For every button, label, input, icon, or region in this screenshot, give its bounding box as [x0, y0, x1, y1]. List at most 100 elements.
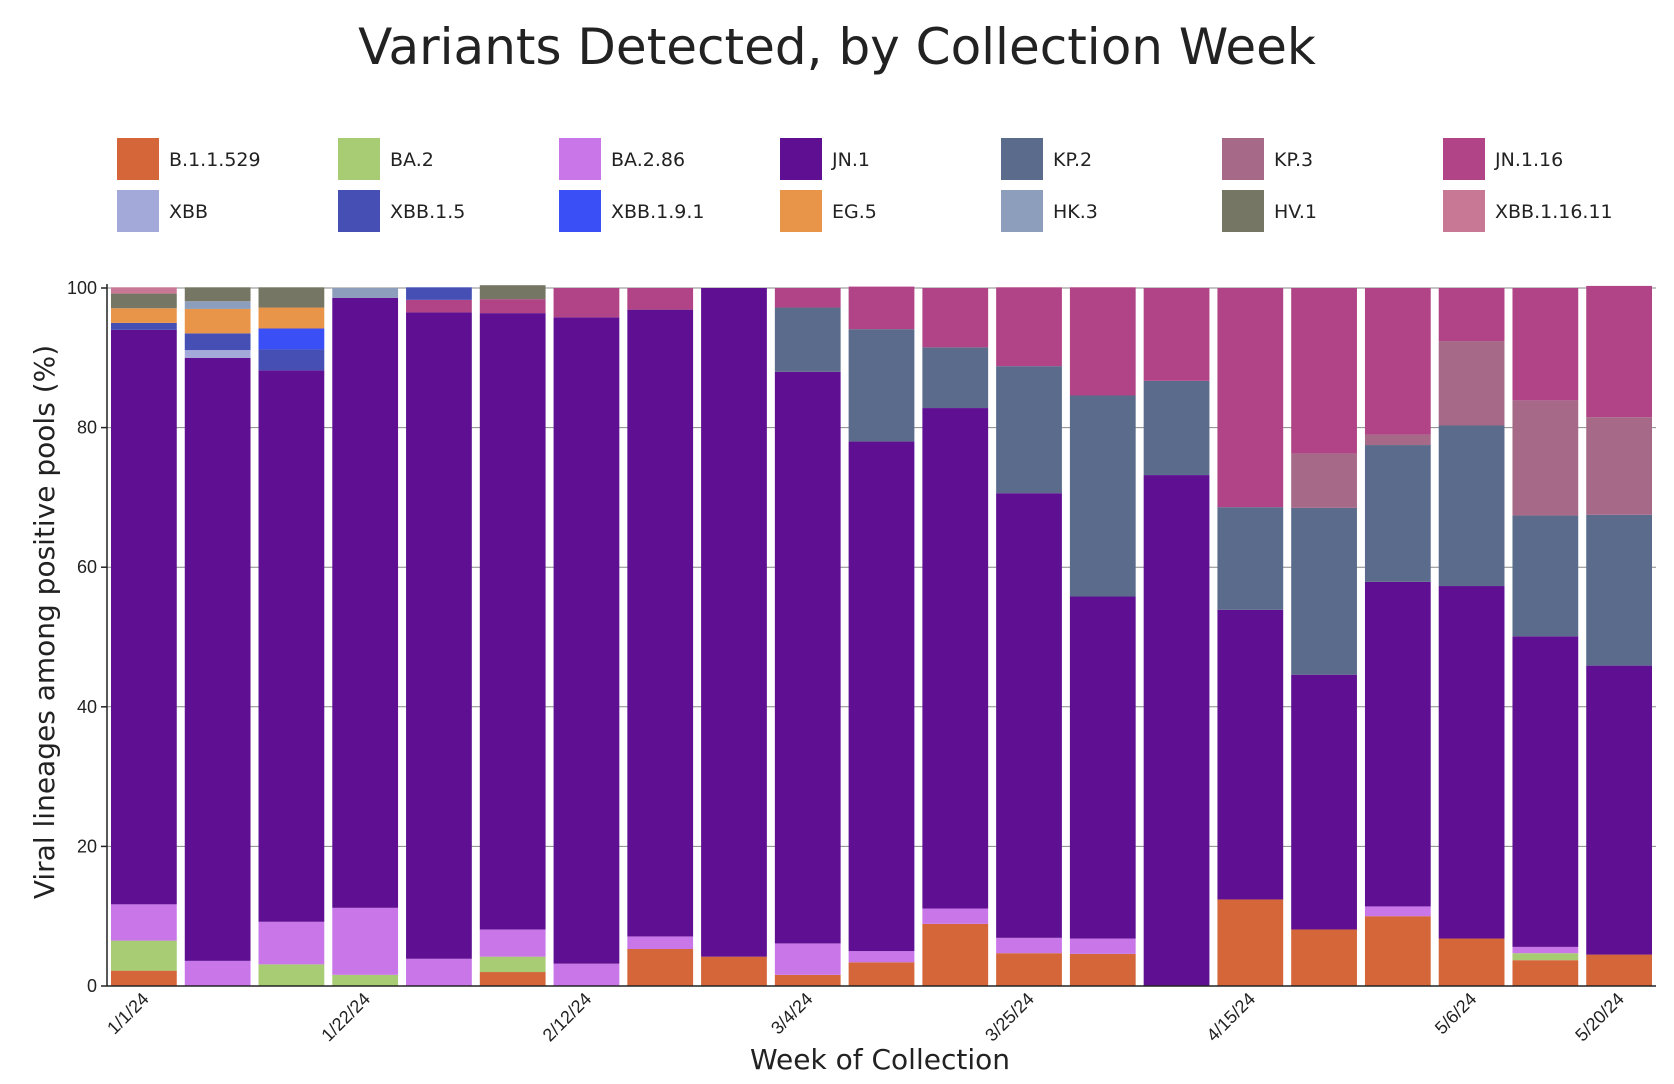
- legend-label: HV.1: [1274, 201, 1317, 223]
- x-tick-label: 3/25/24: [981, 989, 1038, 1046]
- y-axis-title: Viral lineages among positive pools (%): [28, 345, 61, 899]
- chart-title: Variants Detected, by Collection Week: [358, 18, 1316, 76]
- x-tick-labels: 1/1/24 1/22/24 2/12/24 3/4/24 3/25/24 4/15/24…: [103, 989, 1628, 1046]
- bar-segment: [184, 287, 251, 302]
- bar-segment: [1291, 453, 1357, 508]
- legend-label: HK.3: [1053, 201, 1098, 223]
- bar-segment: [184, 350, 251, 358]
- bar-segment: [1586, 954, 1652, 986]
- x-tick-label: 5/6/24: [1431, 989, 1481, 1039]
- bar-segment: [922, 908, 989, 924]
- bar-stack: [1143, 288, 1210, 986]
- bar-segment: [1586, 514, 1652, 666]
- bar-segment: [1586, 417, 1652, 515]
- legend-swatch: [117, 190, 159, 232]
- legend-label: KP.3: [1274, 149, 1313, 171]
- bar-segment: [1438, 586, 1505, 939]
- legend-swatch: [1222, 190, 1264, 232]
- bar-segment: [1512, 946, 1579, 954]
- bar-segment: [1217, 507, 1284, 610]
- bar-segment: [1364, 581, 1431, 907]
- bar-segment: [258, 921, 325, 965]
- legend-label: KP.2: [1053, 149, 1092, 171]
- bar-stack: [1364, 288, 1431, 986]
- bar-segment: [701, 956, 767, 986]
- bar-segment: [1217, 899, 1284, 986]
- bar-segment: [1069, 596, 1136, 939]
- y-tick-label: 60: [77, 557, 97, 577]
- y-tick-label: 100: [67, 278, 97, 298]
- bar-stack: [1069, 287, 1136, 986]
- bar-stack: [332, 288, 399, 986]
- y-tick-label: 0: [87, 976, 97, 996]
- legend-label: BA.2.86: [611, 149, 685, 171]
- bar-segment: [848, 962, 915, 986]
- bar-segment: [258, 349, 325, 371]
- bar-segment: [1069, 953, 1136, 986]
- bar-segment: [111, 329, 177, 905]
- bar-segment: [332, 288, 399, 298]
- bar-segment: [627, 949, 694, 986]
- bar-segment: [1143, 475, 1210, 986]
- bar-segment: [111, 287, 177, 294]
- bar-segment: [258, 964, 325, 986]
- bar-segment: [922, 347, 989, 409]
- bar-segment: [1069, 938, 1136, 954]
- bar-stack: [774, 288, 841, 986]
- y-tick-label: 20: [77, 836, 97, 856]
- bar-stack: [627, 288, 694, 986]
- legend-label: BA.2: [390, 149, 434, 171]
- bar-segment: [1069, 287, 1136, 396]
- bar-stack: [996, 287, 1062, 986]
- bar-stack: [1512, 288, 1579, 986]
- bar-segment: [1364, 906, 1431, 917]
- x-tick-label: 3/4/24: [767, 989, 817, 1039]
- bar-segment: [1217, 288, 1284, 508]
- x-tick-label: 4/15/24: [1203, 989, 1260, 1046]
- legend-label: JN.1.16: [1494, 149, 1563, 171]
- bar-segment: [627, 936, 694, 950]
- bar-segment: [1438, 341, 1505, 426]
- bar-segment: [848, 951, 915, 963]
- bar-segment: [774, 307, 841, 372]
- bar-segment: [479, 972, 546, 986]
- bar-stack: [553, 288, 620, 986]
- x-tick-label: 5/20/24: [1571, 989, 1628, 1046]
- bar-segment: [1512, 953, 1579, 961]
- legend-label: XBB.1.5: [390, 201, 465, 223]
- bar-segment: [627, 309, 694, 937]
- bar-stack: [406, 287, 472, 986]
- legend-swatch: [1001, 190, 1043, 232]
- bar-segment: [332, 974, 399, 986]
- legend-swatch: [338, 190, 380, 232]
- legend-swatch: [1443, 138, 1485, 180]
- bar-segment: [111, 940, 177, 971]
- bar-segment: [774, 974, 841, 986]
- x-tick-label: 1/22/24: [317, 989, 374, 1046]
- bar-stack: [1586, 285, 1652, 986]
- legend-swatch: [1443, 190, 1485, 232]
- legend-label: JN.1: [831, 149, 870, 171]
- bar-segment: [1364, 434, 1431, 446]
- legend-swatch: [780, 138, 822, 180]
- bar-segment: [1512, 288, 1579, 401]
- bar-stack: [701, 288, 767, 986]
- bar-segment: [406, 958, 472, 986]
- bar-segment: [1438, 938, 1505, 986]
- y-tick-label: 80: [77, 418, 97, 438]
- bar-segment: [1586, 285, 1652, 418]
- bar-segment: [406, 287, 472, 300]
- bar-segment: [922, 923, 989, 986]
- bar-segment: [1291, 288, 1357, 454]
- bar-segment: [1069, 395, 1136, 597]
- bar-segment: [184, 333, 251, 351]
- bar-segment: [701, 288, 767, 957]
- bar-segment: [1512, 515, 1579, 637]
- bar-segment: [184, 357, 251, 961]
- bar-segment: [258, 307, 325, 329]
- bar-segment: [1364, 288, 1431, 435]
- legend-swatch: [559, 138, 601, 180]
- bar-segment: [184, 960, 251, 986]
- bar-segment: [332, 297, 399, 908]
